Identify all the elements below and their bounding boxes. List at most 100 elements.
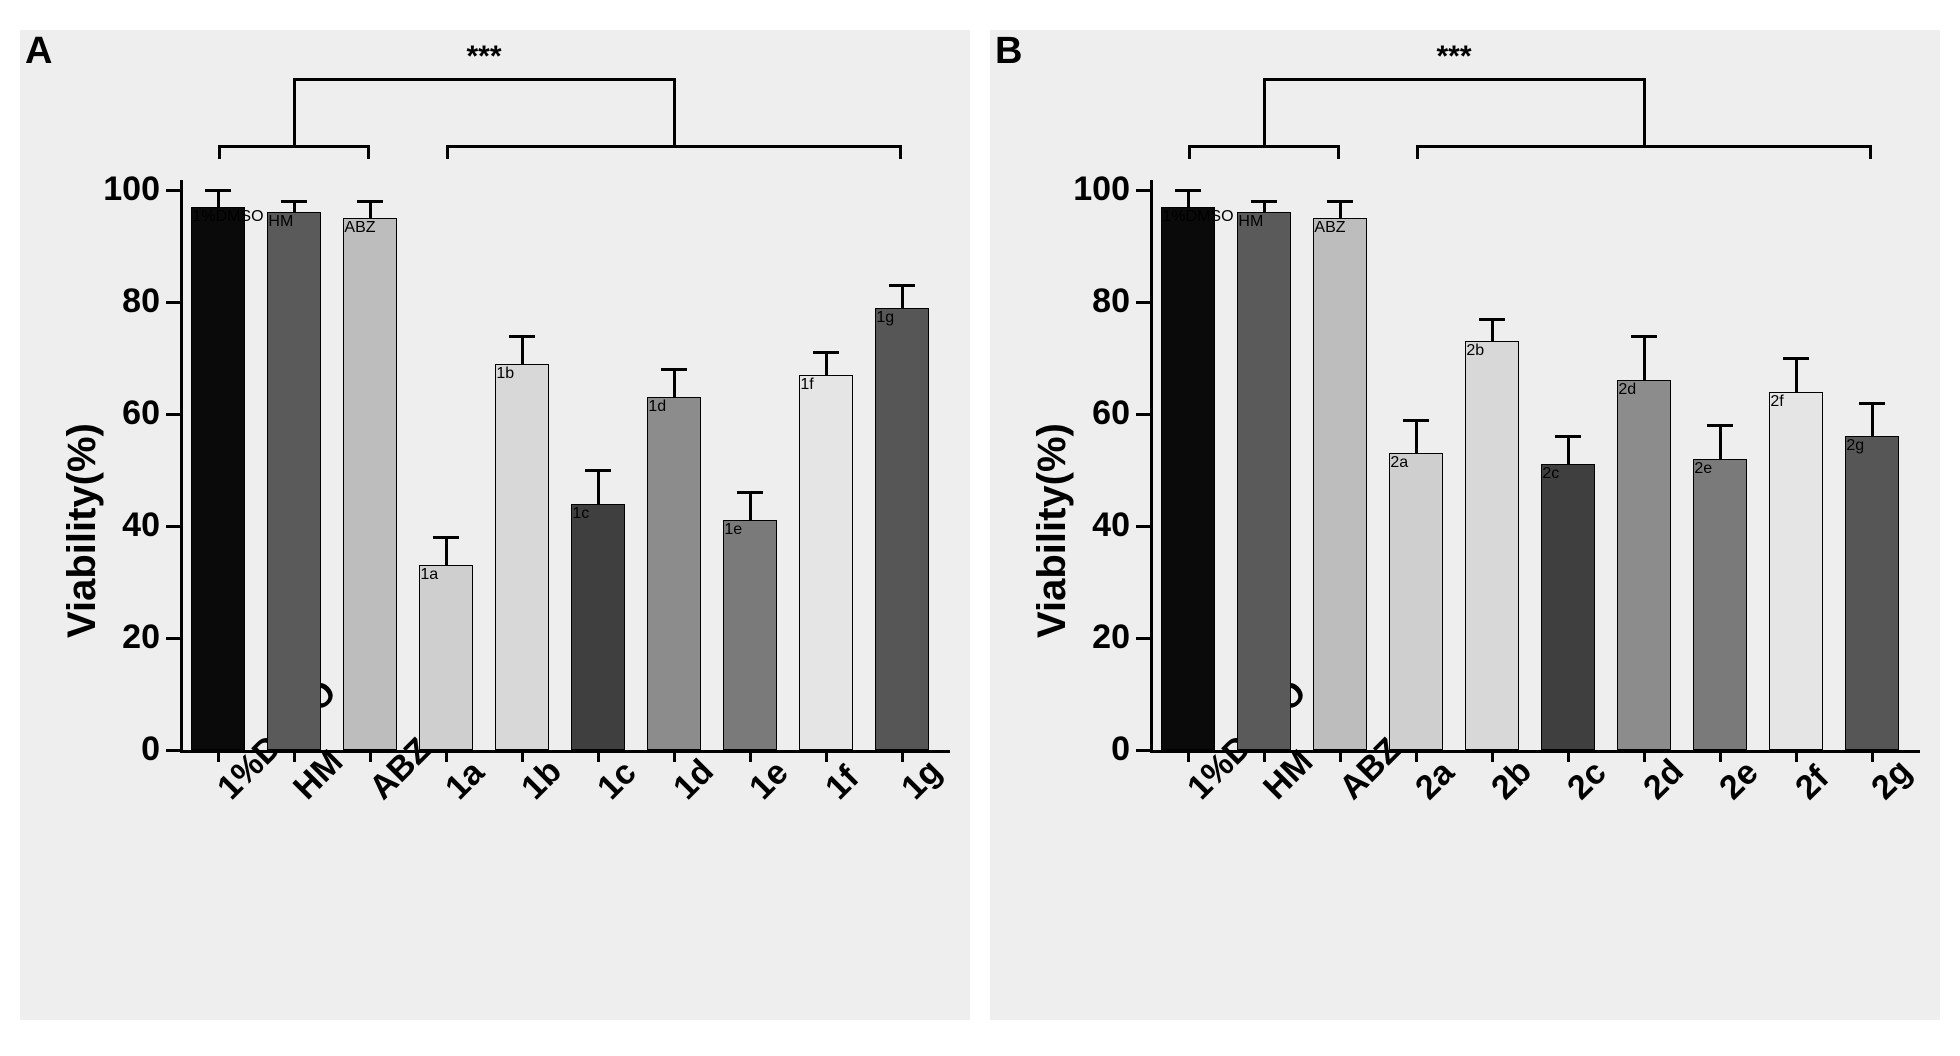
bar: 1e — [723, 520, 776, 750]
error-bar — [901, 285, 904, 307]
x-tick — [901, 750, 904, 762]
x-tick — [445, 750, 448, 762]
bar: 1a — [419, 565, 472, 750]
bar: 2b — [1465, 341, 1518, 750]
error-bar — [1567, 436, 1570, 464]
sig-bracket — [1188, 145, 1340, 148]
error-bar-cap — [1327, 200, 1354, 203]
sig-bracket — [1869, 145, 1872, 159]
y-tick — [1136, 301, 1150, 304]
sig-bracket — [294, 78, 674, 81]
bar: 1c — [571, 504, 624, 750]
bar: 1b — [495, 364, 548, 750]
error-bar-cap — [1631, 335, 1658, 338]
y-axis — [1150, 180, 1153, 750]
error-bar — [1187, 190, 1190, 207]
y-tick — [1136, 413, 1150, 416]
y-axis-label: Viability(%) — [1030, 423, 1075, 638]
y-tick — [1136, 637, 1150, 640]
error-bar-cap — [1859, 402, 1886, 405]
figure-root: A020406080100Viability(%)1%DMSO1%DMSOHMH… — [0, 0, 1960, 1056]
x-tick — [1263, 750, 1266, 762]
bar: 1g — [875, 308, 928, 750]
y-tick — [1136, 525, 1150, 528]
error-bar — [1871, 403, 1874, 437]
bar: 2c — [1541, 464, 1594, 750]
x-tick — [1643, 750, 1646, 762]
sig-bracket — [293, 78, 296, 145]
error-bar-cap — [813, 351, 840, 354]
error-bar — [445, 537, 448, 565]
error-bar — [1719, 425, 1722, 459]
error-bar-cap — [205, 189, 232, 192]
error-bar — [1795, 358, 1798, 392]
error-bar — [369, 201, 372, 218]
x-tick — [597, 750, 600, 762]
y-tick — [166, 749, 180, 752]
bar: 2a — [1389, 453, 1442, 750]
x-tick — [369, 750, 372, 762]
y-tick-label: 100 — [1040, 170, 1130, 209]
panel-label-A: A — [25, 30, 52, 73]
error-bar — [749, 492, 752, 520]
bar: ABZ — [1313, 218, 1366, 750]
x-tick — [749, 750, 752, 762]
y-tick — [166, 413, 180, 416]
error-bar-cap — [1175, 189, 1202, 192]
sig-bracket — [1416, 145, 1419, 159]
x-tick — [217, 750, 220, 762]
error-bar — [1643, 336, 1646, 381]
y-axis-label: Viability(%) — [60, 423, 105, 638]
error-bar — [1491, 319, 1494, 341]
error-bar-cap — [1555, 435, 1582, 438]
error-bar — [597, 470, 600, 504]
bar: ABZ — [343, 218, 396, 750]
x-tick — [1187, 750, 1190, 762]
bar: 1%DMSO — [1161, 207, 1214, 750]
x-tick — [1567, 750, 1570, 762]
error-bar-cap — [1479, 318, 1506, 321]
error-bar — [1339, 201, 1342, 218]
y-tick — [1136, 749, 1150, 752]
sig-bracket — [446, 145, 902, 148]
error-bar-cap — [281, 200, 308, 203]
significance-marker: *** — [1414, 40, 1494, 74]
y-tick-label: 0 — [70, 730, 160, 769]
error-bar — [521, 336, 524, 364]
y-tick-label: 0 — [1040, 730, 1130, 769]
sig-bracket — [218, 145, 221, 159]
x-tick — [1491, 750, 1494, 762]
y-tick-label: 80 — [1040, 282, 1130, 321]
bar: 2g — [1845, 436, 1898, 750]
x-tick — [673, 750, 676, 762]
error-bar-cap — [509, 335, 536, 338]
y-tick — [1136, 189, 1150, 192]
sig-bracket — [367, 145, 370, 159]
x-tick — [293, 750, 296, 762]
error-bar — [1415, 420, 1418, 454]
error-bar-cap — [661, 368, 688, 371]
bar: HM — [1237, 212, 1290, 750]
bar: 1%DMSO — [191, 207, 244, 750]
error-bar — [825, 352, 828, 374]
error-bar-cap — [889, 284, 916, 287]
x-tick — [1719, 750, 1722, 762]
x-tick — [521, 750, 524, 762]
sig-bracket — [1188, 145, 1191, 159]
y-tick-label: 100 — [70, 170, 160, 209]
sig-bracket — [673, 78, 676, 145]
error-bar — [673, 369, 676, 397]
error-bar-cap — [1403, 419, 1430, 422]
bar: 2e — [1693, 459, 1746, 750]
x-tick — [1795, 750, 1798, 762]
bar: 2f — [1769, 392, 1822, 750]
error-bar-cap — [1707, 424, 1734, 427]
sig-bracket — [1416, 145, 1872, 148]
y-axis — [180, 180, 183, 750]
error-bar-cap — [737, 491, 764, 494]
bar: 1f — [799, 375, 852, 750]
y-tick — [166, 189, 180, 192]
x-tick — [825, 750, 828, 762]
error-bar-cap — [1783, 357, 1810, 360]
sig-bracket — [1337, 145, 1340, 159]
